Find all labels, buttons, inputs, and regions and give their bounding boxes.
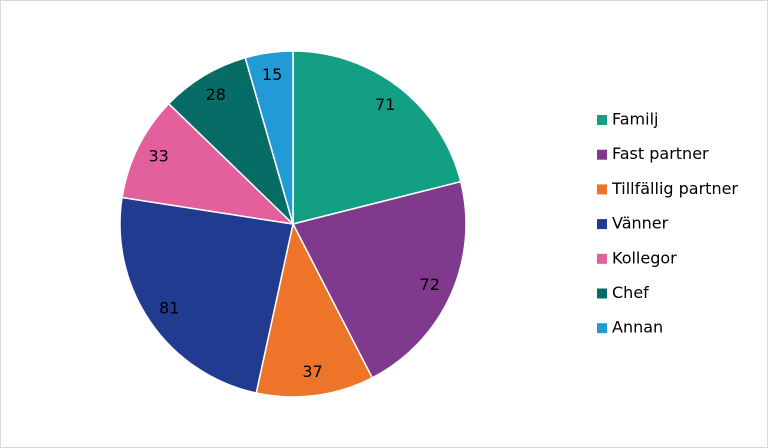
pie-slice [119, 196, 294, 394]
legend-label: Fast partner [612, 144, 709, 163]
data-label: 71 [375, 95, 395, 114]
legend-label: Familj [612, 110, 658, 129]
data-label: 72 [420, 275, 440, 294]
data-label: 15 [262, 65, 282, 84]
legend-swatch [597, 288, 607, 299]
legend-swatch [597, 115, 607, 125]
legend-swatch [597, 149, 607, 160]
data-label: 33 [149, 147, 169, 166]
legend-label: Tillfällig partner [611, 179, 738, 198]
pie-slice [255, 221, 374, 398]
data-label: 28 [206, 85, 226, 104]
legend-swatch [597, 184, 607, 195]
legend-swatch [597, 323, 607, 334]
data-label: 37 [302, 362, 322, 381]
legend-label: Annan [612, 318, 663, 337]
legend-label: Vänner [612, 214, 669, 233]
legend-swatch [597, 253, 607, 264]
legend-swatch [597, 219, 607, 230]
legend-label: Kollegor [612, 248, 677, 267]
pie-slice [291, 180, 467, 379]
data-label: 81 [159, 298, 179, 317]
pie-slice [167, 56, 295, 227]
legend-label: Chef [612, 283, 649, 302]
pie-slice [244, 50, 294, 225]
pie-slice [292, 50, 462, 225]
pie-slice [121, 102, 296, 226]
